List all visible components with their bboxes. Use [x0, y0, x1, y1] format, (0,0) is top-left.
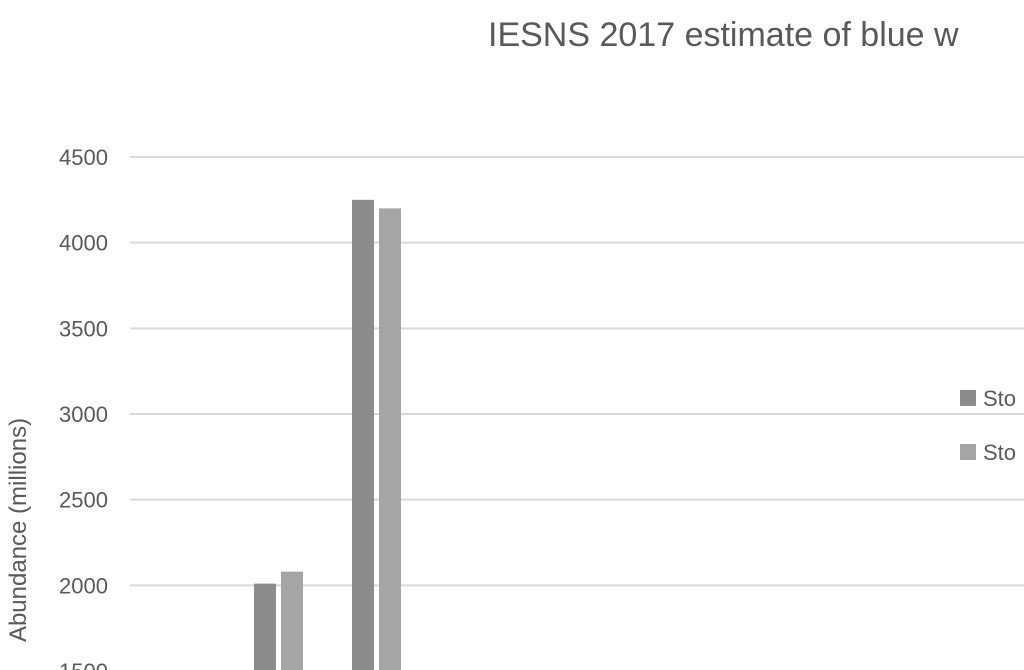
bar	[254, 583, 276, 670]
y-axis-label: Abundance (millions)	[5, 418, 32, 642]
legend-label: Sto	[983, 440, 1016, 465]
legend-label: Sto	[983, 386, 1016, 411]
bars	[254, 199, 401, 670]
y-tick-label: 4000	[59, 231, 108, 256]
y-tick-label: 2500	[59, 488, 108, 513]
y-tick-label: 3500	[59, 316, 108, 341]
legend-swatch	[960, 444, 976, 460]
y-tick-label: 2000	[59, 573, 108, 598]
legend-swatch	[960, 390, 976, 406]
bar	[352, 199, 374, 670]
bar	[379, 208, 401, 670]
y-tick-label: 1500	[59, 659, 108, 670]
chart-title: IESNS 2017 estimate of blue w	[488, 16, 959, 54]
legend: Sto Sto	[960, 386, 1016, 465]
y-tick-label: 4500	[59, 145, 108, 170]
bar	[281, 571, 303, 670]
y-tick-labels: 1500 2000 2500 3000 3500 4000 4500	[59, 145, 108, 670]
gridlines	[130, 156, 1024, 587]
y-tick-label: 3000	[59, 402, 108, 427]
